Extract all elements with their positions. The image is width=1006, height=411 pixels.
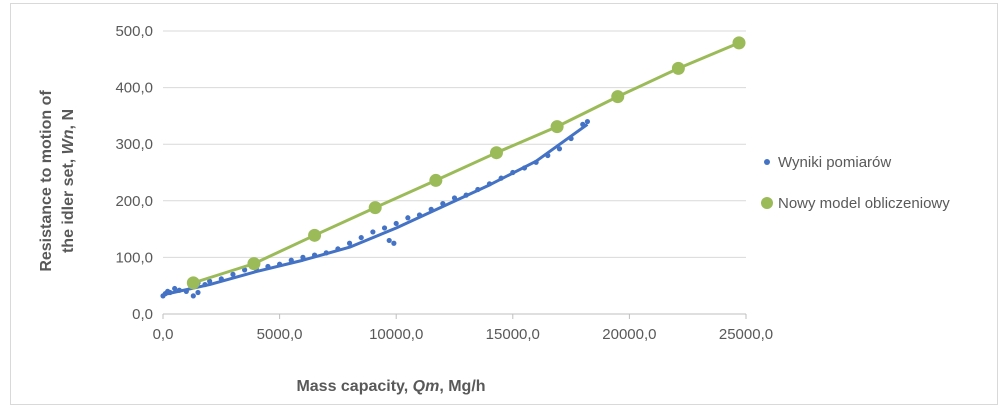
- legend: Wyniki pomiarów Nowy model obliczeniowy: [761, 154, 950, 212]
- measured-point: [386, 237, 392, 244]
- y-axis-title-line1: Resistance to motion of: [38, 90, 55, 272]
- y-tick-label: 0,0: [132, 306, 153, 323]
- model-point: [368, 201, 382, 215]
- x-tick-label: 15000,0: [486, 326, 540, 343]
- legend-label-measured: Wyniki pomiarów: [778, 154, 891, 171]
- x-tick-label: 20000,0: [602, 326, 656, 343]
- axes: [162, 313, 747, 319]
- tick-labels: 0,0 100,0 200,0 300,0 400,0 500,0 0,0 5000,0 100…: [115, 23, 773, 343]
- measured-point: [358, 234, 364, 241]
- measured-point: [172, 285, 178, 292]
- x-tick-label: 10000,0: [369, 326, 423, 343]
- measured-point: [207, 278, 213, 284]
- measured-point: [230, 271, 236, 277]
- y-tick-label: 400,0: [115, 80, 153, 97]
- grid-lines: [163, 30, 746, 258]
- model-point: [611, 90, 625, 104]
- model-line: [192, 41, 740, 285]
- x-tick-label: 5000,0: [257, 326, 303, 343]
- measured-point: [190, 293, 196, 299]
- series-measured: [160, 118, 591, 299]
- measured-point: [556, 146, 563, 152]
- y-tick-label: 500,0: [115, 23, 153, 40]
- y-tick-label: 300,0: [115, 136, 153, 153]
- model-point: [550, 120, 564, 134]
- measured-point: [381, 225, 388, 231]
- y-tick-label: 100,0: [115, 249, 153, 266]
- model-point: [671, 61, 685, 75]
- y-axis-title-line2: the idler set, Wn, N: [60, 109, 77, 253]
- measured-point: [405, 215, 411, 221]
- x-tick-label: 0,0: [153, 326, 174, 343]
- model-point: [489, 146, 503, 160]
- model-point: [186, 276, 200, 290]
- model-point: [308, 228, 322, 242]
- legend-item-measured: Wyniki pomiarów: [764, 154, 891, 171]
- measured-point: [393, 220, 399, 227]
- legend-marker-measured: [764, 159, 770, 165]
- measured-point: [346, 240, 353, 246]
- y-tick-label: 200,0: [115, 193, 153, 210]
- measured-point: [584, 118, 591, 125]
- x-tick-label: 25000,0: [719, 326, 773, 343]
- model-point: [732, 36, 746, 50]
- legend-item-model: Nowy model obliczeniowy: [761, 195, 950, 212]
- x-axis-title: Mass capacity, Qm, Mg/h: [296, 378, 485, 395]
- model-point: [429, 173, 443, 187]
- measured-trendline: [162, 123, 589, 297]
- model-point: [247, 257, 261, 271]
- legend-marker-model: [761, 197, 773, 209]
- measured-point: [370, 229, 376, 235]
- measured-point: [391, 240, 397, 246]
- series-model: [186, 36, 746, 290]
- chart-svg: 0,0 100,0 200,0 300,0 400,0 500,0 0,0 5000,0 100…: [38, 23, 950, 395]
- chart-area: 0,0 100,0 200,0 300,0 400,0 500,0 0,0 5000,0 100…: [10, 3, 998, 405]
- measured-point: [195, 289, 201, 296]
- legend-label-model: Nowy model obliczeniowy: [778, 195, 950, 212]
